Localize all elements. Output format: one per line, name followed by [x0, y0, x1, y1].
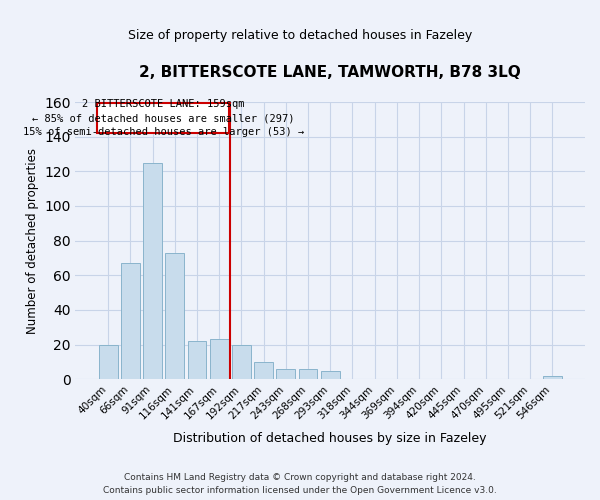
FancyBboxPatch shape — [97, 103, 229, 133]
Y-axis label: Number of detached properties: Number of detached properties — [26, 148, 38, 334]
Bar — [143, 162, 162, 379]
Title: 2, BITTERSCOTE LANE, TAMWORTH, B78 3LQ: 2, BITTERSCOTE LANE, TAMWORTH, B78 3LQ — [139, 65, 521, 80]
Bar — [321, 370, 340, 379]
Bar — [188, 341, 206, 379]
Text: 2 BITTERSCOTE LANE: 159sqm
← 85% of detached houses are smaller (297)
15% of sem: 2 BITTERSCOTE LANE: 159sqm ← 85% of deta… — [23, 99, 304, 137]
Bar — [210, 340, 229, 379]
Bar — [254, 362, 273, 379]
Bar — [121, 263, 140, 379]
Bar — [299, 369, 317, 379]
Bar — [277, 369, 295, 379]
Bar — [543, 376, 562, 379]
Text: Size of property relative to detached houses in Fazeley: Size of property relative to detached ho… — [128, 30, 472, 43]
Bar — [232, 344, 251, 379]
Bar — [165, 252, 184, 379]
Bar — [98, 344, 118, 379]
X-axis label: Distribution of detached houses by size in Fazeley: Distribution of detached houses by size … — [173, 432, 487, 445]
Text: Contains HM Land Registry data © Crown copyright and database right 2024.
Contai: Contains HM Land Registry data © Crown c… — [103, 473, 497, 495]
